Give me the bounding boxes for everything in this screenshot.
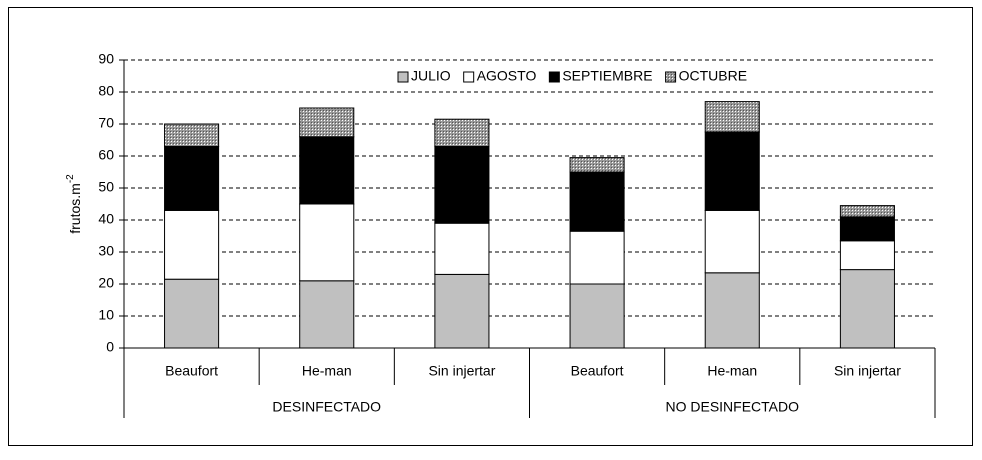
y-tick-label: 60	[98, 147, 114, 163]
group-label: DESINFECTADO	[272, 399, 381, 415]
legend-swatch	[548, 71, 560, 83]
legend-swatch	[463, 71, 475, 83]
bar-segment	[839, 205, 895, 218]
legend-label: SEPTIEMBRE	[562, 68, 652, 84]
bar-segment	[569, 171, 625, 232]
bar-segment	[704, 209, 760, 274]
x-tick-label: Beaufort	[165, 363, 218, 379]
x-tick-label: Beaufort	[571, 363, 624, 379]
legend-label: JULIO	[411, 68, 451, 84]
bar-segment	[164, 123, 220, 147]
bar-segment	[434, 273, 490, 349]
legend-label: OCTUBRE	[679, 68, 747, 84]
y-tick-label: 20	[98, 275, 114, 291]
bar-segment	[164, 209, 220, 280]
x-tick-label: Sin injertar	[428, 363, 495, 379]
y-tick-label: 50	[98, 179, 114, 195]
legend-swatch	[665, 71, 677, 83]
bar-segment	[704, 272, 760, 349]
y-tick-label: 0	[106, 339, 114, 355]
y-tick-label: 40	[98, 211, 114, 227]
x-tick-label: He-man	[707, 363, 757, 379]
y-tick-label: 90	[98, 51, 114, 67]
y-label-sup: -2	[65, 174, 76, 183]
bar-segment	[839, 269, 895, 349]
legend-swatch	[397, 71, 409, 83]
bar-segment	[569, 283, 625, 349]
bar-segment	[299, 203, 355, 282]
bar-segment	[839, 216, 895, 242]
bar-segment	[704, 131, 760, 211]
bar-segment	[569, 157, 625, 173]
y-tick-label: 70	[98, 115, 114, 131]
bar-segment	[434, 222, 490, 275]
bar-segment	[704, 101, 760, 133]
bar-segment	[299, 280, 355, 349]
y-tick-label: 30	[98, 243, 114, 259]
y-tick-label: 80	[98, 83, 114, 99]
x-tick-label: Sin injertar	[834, 363, 901, 379]
bar-segment	[839, 240, 895, 271]
bar-segment	[569, 230, 625, 285]
bar-segment	[434, 118, 490, 147]
bar-segment	[299, 107, 355, 138]
y-tick-label: 10	[98, 307, 114, 323]
bar-segment	[434, 145, 490, 224]
bar-segment	[299, 136, 355, 205]
bar-segment	[164, 145, 220, 211]
bar-segment	[164, 278, 220, 349]
x-tick-label: He-man	[302, 363, 352, 379]
y-label-text: frutos.m	[67, 183, 83, 234]
legend-label: AGOSTO	[477, 68, 537, 84]
y-axis-label: frutos.m-2	[65, 174, 83, 234]
group-label: NO DESINFECTADO	[665, 399, 799, 415]
